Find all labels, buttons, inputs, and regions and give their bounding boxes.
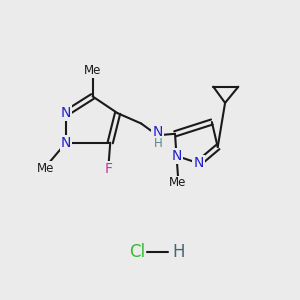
Text: H: H [172,243,184,261]
Text: Me: Me [169,176,187,190]
Text: Cl: Cl [130,243,146,261]
Text: F: F [105,162,113,176]
Text: N: N [152,125,163,139]
Text: N: N [194,156,204,170]
Text: N: N [171,149,182,163]
Text: Me: Me [84,64,101,77]
Text: N: N [61,136,71,150]
Text: H: H [154,137,162,150]
Text: N: N [61,106,71,120]
Text: Me: Me [38,162,55,175]
